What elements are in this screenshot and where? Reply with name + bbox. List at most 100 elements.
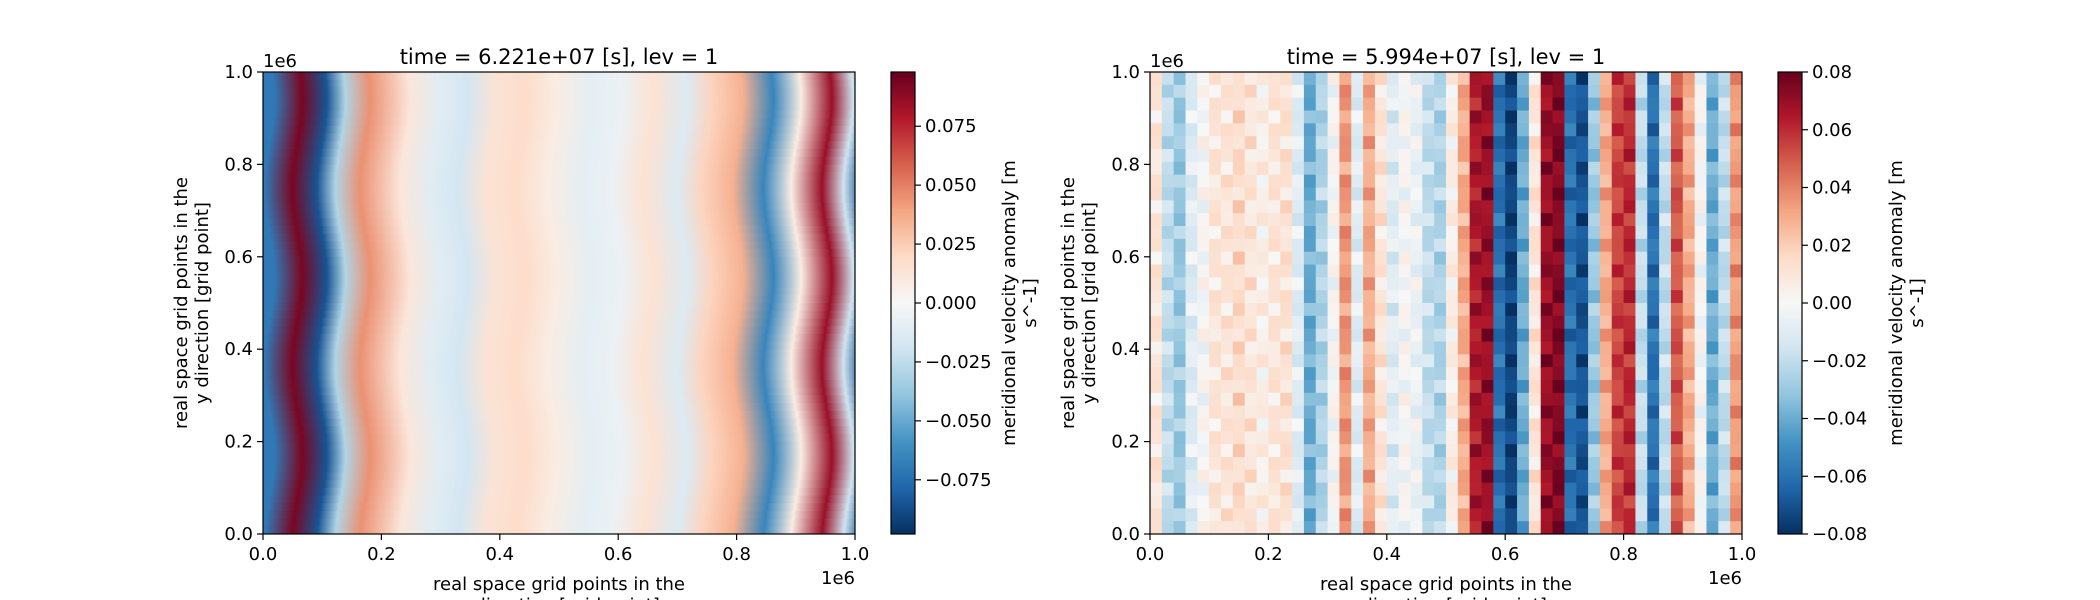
heatmap-cell (1588, 482, 1601, 497)
heatmap-strip (263, 179, 855, 189)
heatmap-cell (1410, 72, 1423, 86)
heatmap-cell (1410, 444, 1423, 458)
heatmap-cell (1659, 187, 1672, 201)
heatmap-cell (1315, 200, 1329, 214)
heatmap-cell (1457, 457, 1471, 471)
heatmap-cell (1386, 72, 1400, 86)
heatmap-cell (1505, 277, 1518, 291)
heatmap-cell (1576, 508, 1589, 522)
heatmap-cell (1374, 290, 1388, 304)
heatmap-cell (1576, 110, 1589, 124)
heatmap-cell (1517, 303, 1530, 317)
heatmap-cell (1505, 97, 1518, 112)
heatmap-cell (1469, 72, 1483, 86)
y-tick-label: 1.0 (224, 62, 253, 83)
heatmap-cell (1268, 508, 1281, 522)
colorbar-tick-label: 0.02 (1812, 235, 1852, 256)
heatmap-cell (1588, 495, 1601, 509)
colorbar-tick-label: 0.06 (1812, 120, 1852, 141)
heatmap-cell (1410, 405, 1423, 420)
heatmap-cell (1446, 149, 1459, 163)
heatmap-cell (1374, 251, 1388, 266)
heatmap-cell (1244, 238, 1258, 253)
heatmap-cell (1386, 200, 1400, 214)
heatmap-cell (1374, 303, 1388, 317)
heatmap-cell (1718, 149, 1731, 163)
heatmap-cell (1647, 328, 1660, 343)
heatmap-cell (1280, 521, 1293, 534)
heatmap-cell (1422, 457, 1435, 471)
heatmap-cell (1588, 457, 1601, 471)
heatmap-cell (1386, 226, 1400, 240)
heatmap-cell (1670, 136, 1684, 150)
heatmap-cell (1469, 200, 1483, 214)
heatmap-cell (1197, 226, 1210, 240)
y-tick-label: 0.0 (1111, 524, 1140, 545)
heatmap-cell (1706, 290, 1719, 304)
heatmap-cell (1422, 123, 1435, 137)
heatmap-cell (1623, 213, 1637, 227)
heatmap-cell (1256, 469, 1269, 484)
heatmap-cell (1256, 251, 1269, 266)
heatmap-cell (1588, 303, 1601, 317)
heatmap-cell (1528, 72, 1542, 86)
heatmap-cell (1268, 303, 1281, 317)
heatmap-cell (1292, 226, 1305, 240)
heatmap-cell (1374, 392, 1388, 407)
heatmap-cell (1599, 431, 1613, 445)
heatmap-cell (1303, 521, 1317, 534)
heatmap-cell (1706, 380, 1719, 394)
heatmap-cell (1505, 508, 1518, 522)
heatmap-cell (1410, 200, 1423, 214)
heatmap-cell (1398, 508, 1412, 522)
heatmap-cell (1552, 277, 1565, 291)
heatmap-cell (1588, 97, 1601, 112)
heatmap-strip (263, 287, 855, 296)
heatmap-cell (1303, 174, 1317, 189)
heatmap-cell (1599, 84, 1613, 99)
heatmap-cell (1161, 110, 1175, 124)
heatmap-cell (1706, 136, 1719, 150)
heatmap-strip (263, 226, 855, 235)
heatmap-cell (1268, 290, 1281, 304)
heatmap-cell (1410, 303, 1423, 317)
heatmap-cell (1457, 174, 1471, 189)
heatmap-cell (1256, 264, 1269, 278)
heatmap-cell (1493, 418, 1506, 432)
heatmap-cell (1363, 521, 1376, 534)
heatmap-cell (1185, 303, 1198, 317)
heatmap-cell (1588, 161, 1601, 176)
heatmap-cell (1718, 290, 1731, 304)
heatmap-cell (1303, 482, 1317, 497)
heatmap-cell (1434, 174, 1447, 189)
heatmap-cell (1398, 392, 1412, 407)
heatmap-cell (1599, 97, 1613, 112)
heatmap-cell (1682, 482, 1696, 497)
heatmap-cell (1682, 161, 1696, 176)
heatmap-cell (1588, 200, 1601, 214)
heatmap-cell (1292, 264, 1305, 278)
heatmap-cell (1256, 161, 1269, 176)
heatmap-cell (1493, 444, 1506, 458)
heatmap-cell (1363, 405, 1376, 420)
heatmap-cell (1611, 380, 1625, 394)
heatmap-cell (1576, 418, 1589, 432)
heatmap-cell (1244, 482, 1258, 497)
x-axis-label: real space grid points in thex direction… (433, 574, 685, 600)
heatmap-cell (1434, 97, 1447, 112)
heatmap-cell (1599, 161, 1613, 176)
heatmap-cell (1576, 187, 1589, 201)
heatmap-cell (1599, 187, 1613, 201)
heatmap-cell (1718, 380, 1731, 394)
heatmap-cell (1256, 482, 1269, 497)
heatmap-cell (1446, 495, 1459, 509)
heatmap-cell (1303, 508, 1317, 522)
heatmap-cell (1505, 495, 1518, 509)
heatmap-cell (1481, 110, 1494, 124)
heatmap-cell (1150, 495, 1163, 509)
heatmap-cell (1457, 264, 1471, 278)
heatmap-cell (1209, 367, 1222, 381)
heatmap-cell (1552, 264, 1565, 278)
heatmap-cell (1576, 303, 1589, 317)
heatmap-cell (1505, 149, 1518, 163)
